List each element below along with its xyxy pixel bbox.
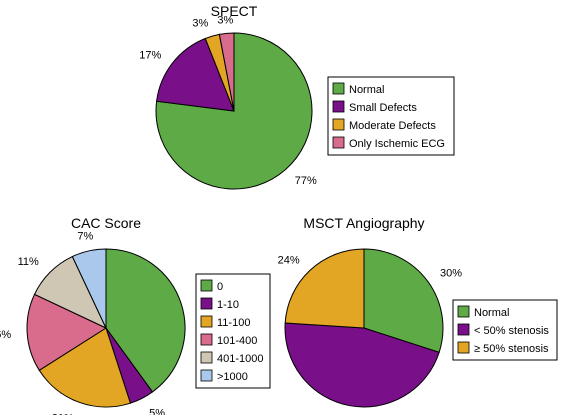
legend-label-101-400: 101-400 bbox=[217, 335, 257, 347]
legend-box bbox=[327, 76, 455, 156]
legend-label-small-defects: Small Defects bbox=[349, 102, 417, 114]
chart-legend: 0 1-10 11-100 101-400 401-1000 >1000 bbox=[195, 273, 271, 389]
data-label-401-1000: 11% bbox=[18, 256, 39, 268]
legend-swatch-normal bbox=[457, 305, 470, 318]
msct-angiography-pie-chart: MSCT Angiography 30%46%24% Normal< 50% s… bbox=[278, 215, 558, 408]
legend-swatch-lt-50pct-stenosis bbox=[457, 323, 470, 336]
data-label-1-10: 5% bbox=[149, 408, 165, 415]
data-label-normal: 77% bbox=[295, 175, 317, 187]
legend-label-gte-50pct-stenosis: ≥ 50% stenosis bbox=[474, 343, 549, 355]
chart-legend: Normal Small Defects Moderate Defects Only … bbox=[327, 76, 455, 156]
legend-swatch-normal bbox=[332, 82, 345, 95]
legend-label-normal: Normal bbox=[349, 84, 384, 96]
legend-swatch-gt1000 bbox=[200, 369, 213, 382]
pie-slice-101-400 bbox=[26, 293, 108, 372]
legend-swatch-small-defects bbox=[332, 100, 345, 113]
pie-slice-gte-50pct-stenosis bbox=[284, 248, 365, 329]
data-label-moderate-defects: 3% bbox=[192, 18, 208, 30]
legend-label-gt1000: >1000 bbox=[217, 371, 248, 383]
pie-slice-only-ischemic-ecg bbox=[218, 32, 235, 112]
legend-swatch-101-400 bbox=[200, 333, 213, 346]
cac-score-pie-chart: CAC Score 40%5%21%16%11%7% 01-1011-10010… bbox=[0, 215, 271, 415]
pie-slice-lt-50pct-stenosis bbox=[284, 322, 440, 408]
legend-label-1-10: 1-10 bbox=[217, 299, 239, 311]
legend-swatch-moderate-defects bbox=[332, 118, 345, 131]
data-label-gt1000: 7% bbox=[77, 230, 93, 242]
legend-label-0: 0 bbox=[217, 281, 223, 293]
chart-title: SPECT bbox=[211, 3, 258, 19]
pie-slice-gt1000 bbox=[71, 248, 107, 329]
pie-slice-11-100 bbox=[38, 327, 132, 408]
legend-swatch-only-ischemic-ecg bbox=[332, 136, 345, 149]
legend-label-only-ischemic-ecg: Only Ischemic ECG bbox=[349, 138, 445, 150]
legend-label-normal: Normal bbox=[474, 307, 509, 319]
pie-slice-small-defects bbox=[156, 37, 235, 112]
legend-swatch-401-1000 bbox=[200, 351, 213, 364]
spect-pie-chart: SPECT 77% 17% 3% 3% Normal Small Defects Mode… bbox=[139, 3, 455, 190]
legend-swatch-0 bbox=[200, 279, 213, 292]
chart-legend: Normal < 50% stenosis ≥ 50% stenosis bbox=[452, 299, 558, 361]
data-label-small-defects: 17% bbox=[139, 50, 161, 62]
legend-label-11-100: 11-100 bbox=[217, 317, 250, 329]
legend-box bbox=[452, 299, 558, 361]
data-label-101-400: 16% bbox=[0, 329, 11, 341]
legend-label-401-1000: 401-1000 bbox=[217, 353, 264, 365]
pie-slice-0 bbox=[105, 248, 186, 393]
pie-slice-normal bbox=[363, 248, 444, 354]
chart-title: CAC Score bbox=[71, 215, 141, 231]
data-label-normal: 30% bbox=[440, 268, 462, 280]
legend-label-lt-50pct-stenosis: < 50% stenosis bbox=[474, 325, 549, 337]
legend-swatch-gte-50pct-stenosis bbox=[457, 341, 470, 354]
data-label-only-ischemic-ecg: 3% bbox=[217, 14, 233, 26]
legend-box bbox=[195, 273, 271, 389]
legend-label-moderate-defects: Moderate Defects bbox=[349, 120, 436, 132]
data-label-11-100: 21% bbox=[52, 412, 74, 415]
chart-title: MSCT Angiography bbox=[303, 215, 424, 231]
data-label-gte-50pct-stenosis: 24% bbox=[278, 255, 300, 267]
legend-swatch-1-10 bbox=[200, 297, 213, 310]
legend-swatch-11-100 bbox=[200, 315, 213, 328]
